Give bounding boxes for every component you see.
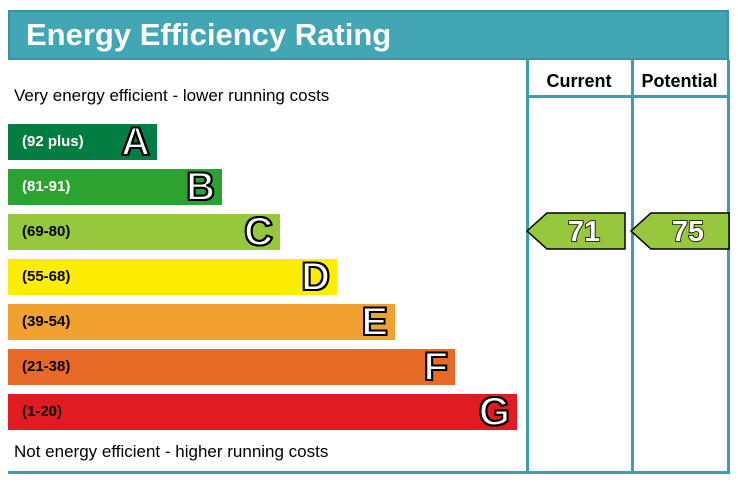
band-e-letter: E	[360, 300, 389, 344]
potential-arrow-shape	[630, 212, 730, 250]
title-bar: Energy Efficiency Rating	[8, 10, 729, 60]
band-c-letter: C	[243, 210, 274, 254]
potential-column-header: Potential	[641, 71, 718, 91]
current-column-header: Current	[546, 71, 612, 91]
band-a-range: (92 plus)	[22, 133, 84, 150]
band-a-letter: A	[120, 120, 151, 164]
top-note: Very energy efficient - lower running co…	[14, 86, 330, 105]
band-d: (55-68) D	[8, 255, 337, 299]
bottom-note: Not energy efficient - higher running co…	[14, 442, 329, 461]
current-arrow-shape	[526, 212, 626, 250]
table-divider-left	[526, 60, 529, 474]
band-g-range: (1-20)	[22, 403, 63, 420]
band-c-range: (69-80)	[22, 223, 71, 240]
page-title: Energy Efficiency Rating	[26, 17, 392, 52]
current-rating-arrow: 71	[526, 212, 626, 250]
band-d-range: (55-68)	[22, 268, 71, 285]
band-b: (81-91) B	[8, 165, 222, 209]
band-f: (21-38) F	[8, 345, 455, 389]
band-a: (92 plus) A	[8, 120, 157, 164]
table-border-bottom	[8, 471, 730, 474]
current-rating-value: 71	[568, 216, 600, 248]
band-g-letter: G	[478, 390, 511, 434]
band-d-letter: D	[300, 255, 331, 299]
band-b-range: (81-91)	[22, 178, 71, 195]
table-divider-mid	[631, 60, 634, 474]
potential-rating-value: 75	[672, 216, 704, 248]
band-g: (1-20) G	[8, 390, 517, 434]
band-f-range: (21-38)	[22, 358, 71, 375]
potential-rating-arrow: 75	[630, 212, 730, 250]
band-c: (69-80) C	[8, 210, 280, 254]
band-e: (39-54) E	[8, 300, 395, 344]
band-e-range: (39-54)	[22, 313, 71, 330]
header-underline	[526, 95, 730, 98]
band-b-letter: B	[185, 165, 216, 209]
table-border-right	[727, 60, 730, 474]
band-f-letter: F	[423, 345, 449, 389]
